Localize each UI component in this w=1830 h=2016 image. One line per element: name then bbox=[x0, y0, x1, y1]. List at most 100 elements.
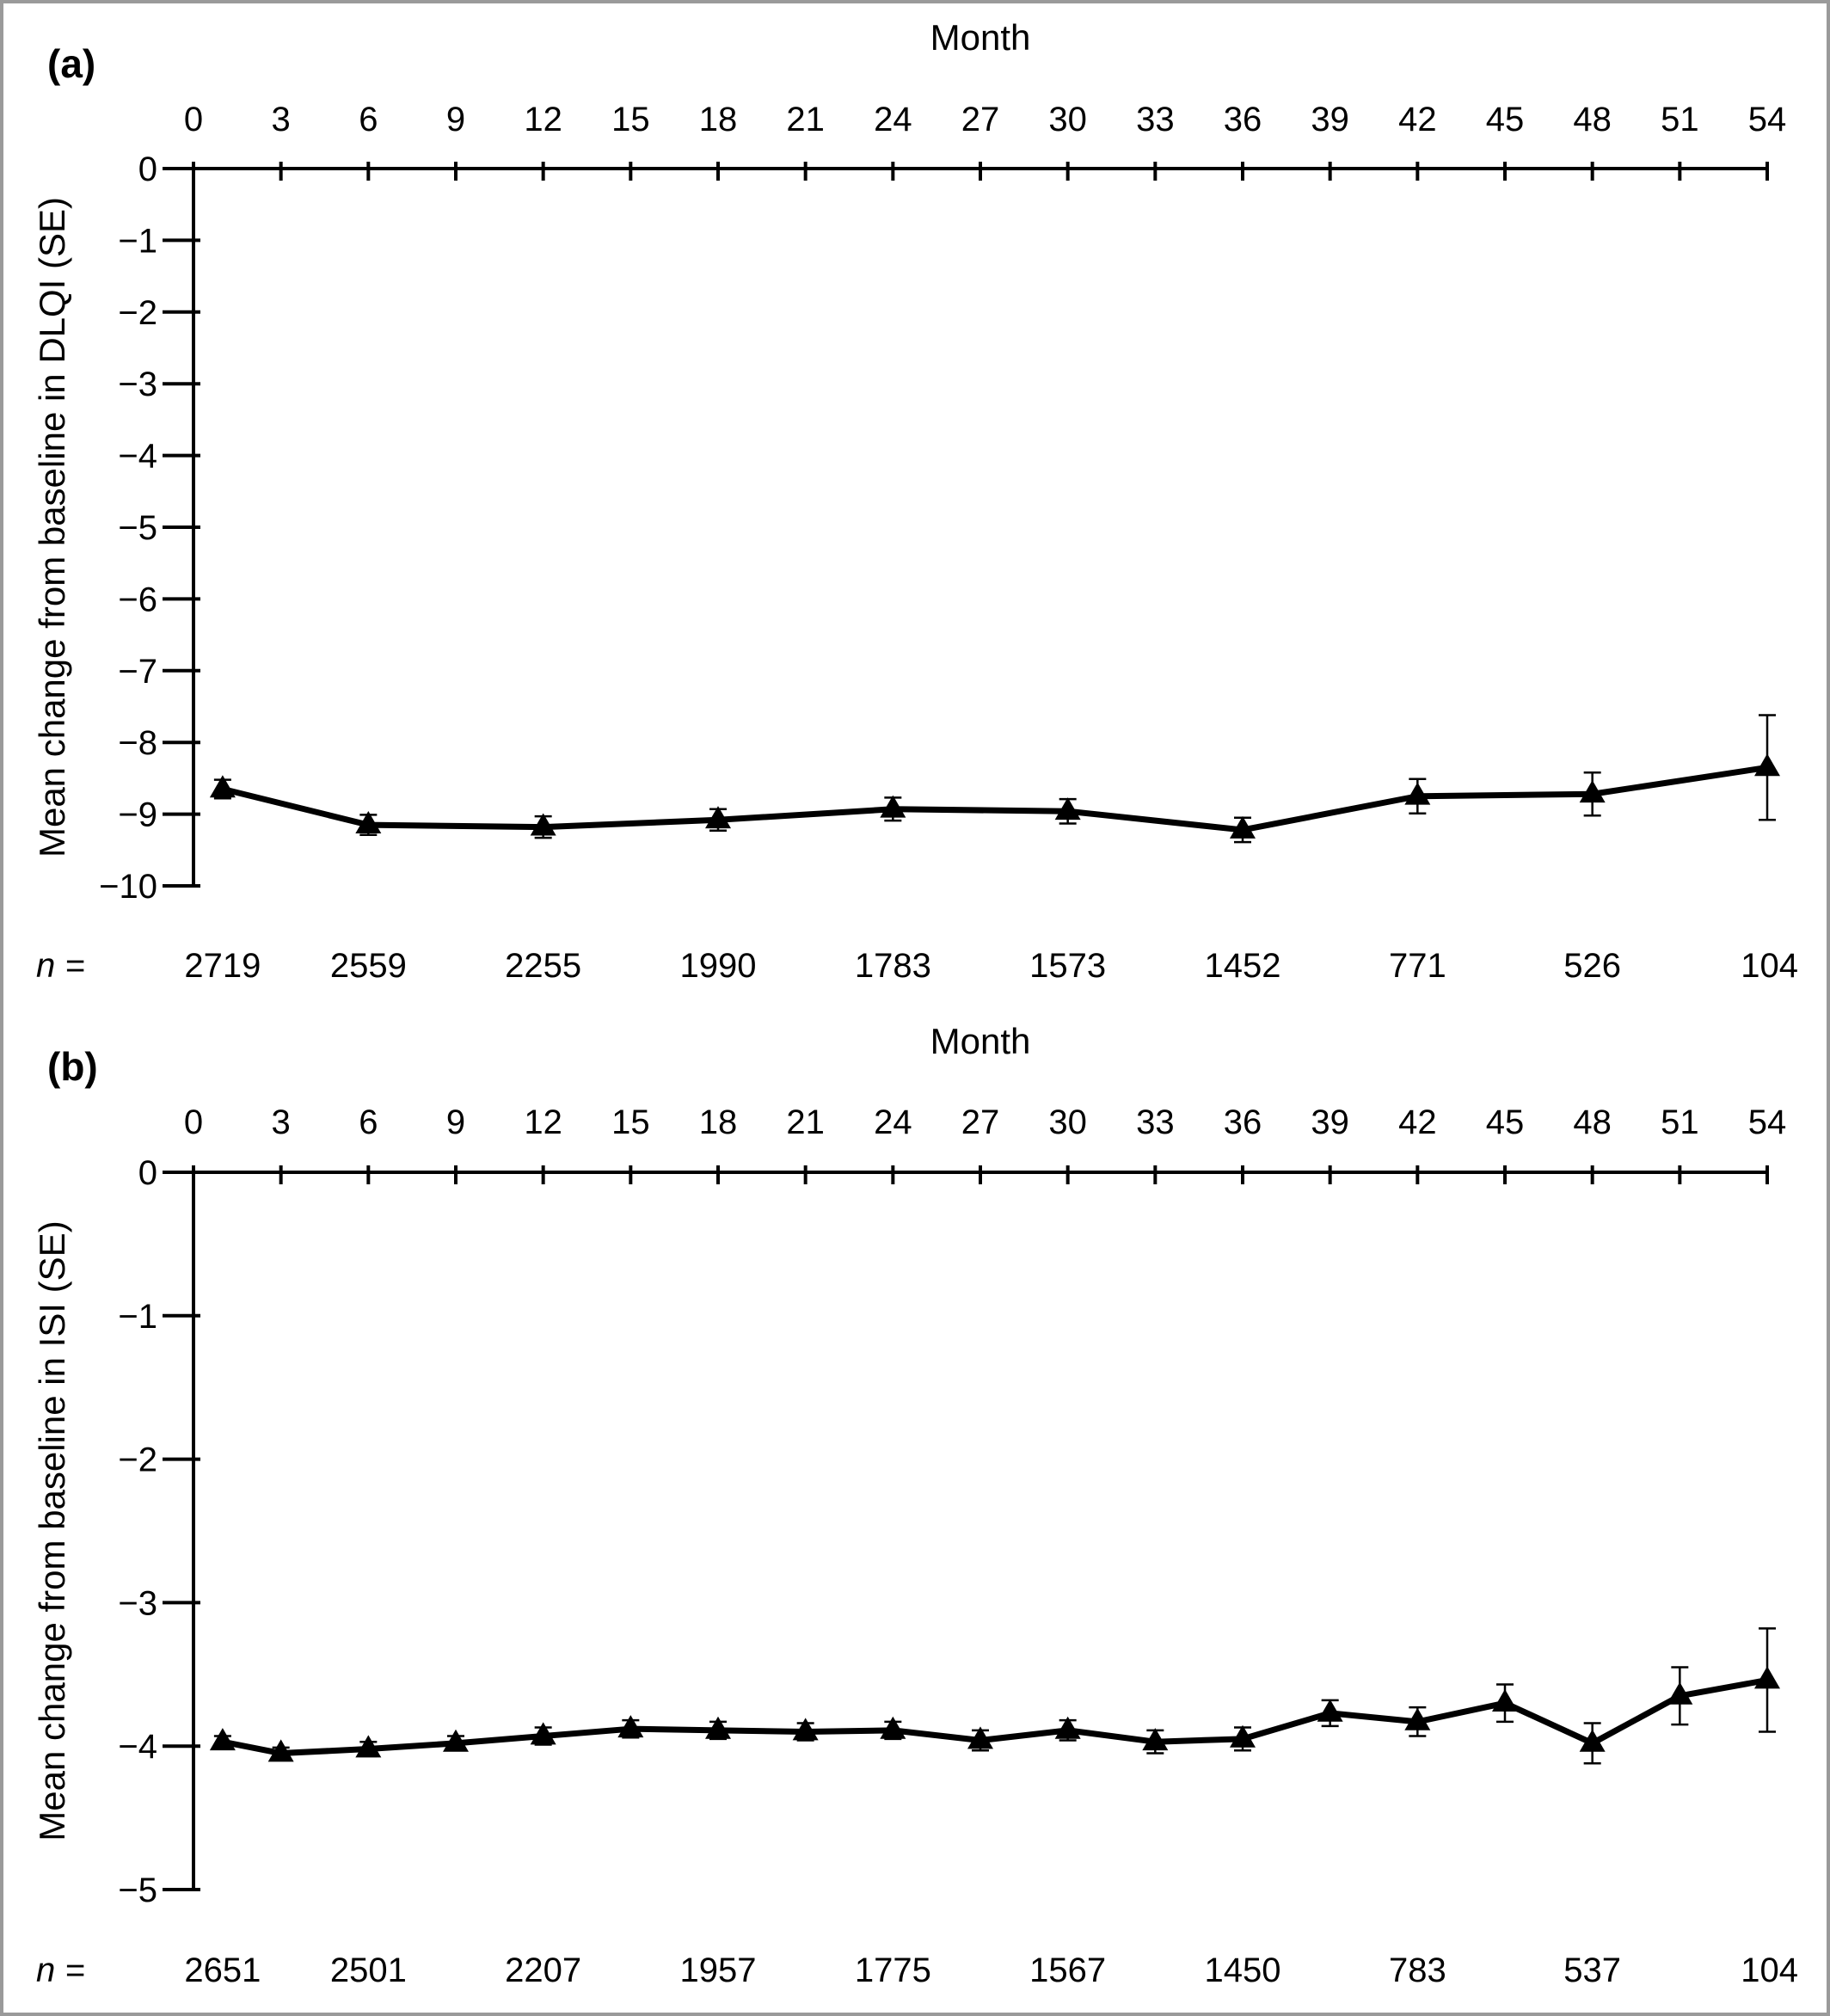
data-point-triangle bbox=[530, 1722, 556, 1745]
y-axis-title: Mean change from baseline in ISI (SE) bbox=[32, 1220, 72, 1841]
data-point-triangle bbox=[209, 775, 236, 798]
data-point-triangle bbox=[1579, 1729, 1606, 1752]
n-at-risk-label: 1990 bbox=[680, 947, 757, 985]
data-point-triangle bbox=[1404, 782, 1431, 805]
panel-label: (a) bbox=[47, 41, 95, 86]
data-point-triangle bbox=[1317, 1699, 1343, 1722]
y-tick-label: −6 bbox=[118, 581, 157, 618]
n-at-risk-label: 2651 bbox=[184, 1951, 261, 1989]
data-point-triangle bbox=[1142, 1728, 1169, 1751]
data-point-triangle bbox=[1492, 1689, 1518, 1712]
x-tick-label: 3 bbox=[272, 101, 291, 138]
x-tick-label: 42 bbox=[1398, 1103, 1437, 1141]
n-at-risk-label: 1957 bbox=[680, 1951, 757, 1989]
x-tick-label: 33 bbox=[1136, 101, 1175, 138]
y-tick-label: −7 bbox=[118, 653, 157, 691]
n-at-risk-label: 1775 bbox=[855, 1951, 931, 1989]
x-tick-label: 6 bbox=[359, 1103, 378, 1141]
data-point-triangle bbox=[209, 1728, 236, 1751]
panel-b: (b) Month Mean change from baseline in ISI… bbox=[32, 1021, 1798, 1989]
x-tick-label: 3 bbox=[272, 1103, 291, 1141]
x-tick-label: 9 bbox=[446, 1103, 465, 1141]
panel-label: (b) bbox=[47, 1044, 98, 1089]
x-tick-label: 21 bbox=[786, 101, 825, 138]
y-tick-label: −2 bbox=[118, 1441, 157, 1479]
n-at-risk-label: 1573 bbox=[1029, 947, 1106, 985]
n-at-risk-label: 783 bbox=[1389, 1951, 1446, 1989]
data-point-triangle bbox=[1230, 815, 1256, 839]
x-tick-label: 30 bbox=[1048, 1103, 1087, 1141]
x-tick-label: 18 bbox=[699, 1103, 738, 1141]
n-at-risk-label: 2255 bbox=[505, 947, 581, 985]
x-tick-label: 54 bbox=[1748, 101, 1787, 138]
n-at-risk-label: 2501 bbox=[330, 1951, 407, 1989]
n-at-risk-label: 537 bbox=[1563, 1951, 1621, 1989]
data-point-triangle bbox=[1054, 1716, 1081, 1739]
x-tick-label: 42 bbox=[1398, 101, 1437, 138]
series-line bbox=[222, 764, 1768, 833]
n-at-risk-label: 1452 bbox=[1205, 947, 1281, 985]
y-tick-label: −1 bbox=[118, 222, 157, 260]
data-point-triangle bbox=[1054, 797, 1081, 821]
n-at-risk-label: 2207 bbox=[505, 1951, 581, 1989]
y-tick-label: −4 bbox=[118, 1728, 157, 1766]
x-axis-title: Month bbox=[930, 17, 1031, 58]
data-point-triangle bbox=[705, 1716, 731, 1739]
y-tick-label: 0 bbox=[138, 151, 157, 188]
x-tick-label: 18 bbox=[699, 101, 738, 138]
data-point-triangle bbox=[1404, 1707, 1431, 1730]
data-point-triangle bbox=[705, 806, 731, 829]
y-tick-label: −10 bbox=[99, 868, 157, 906]
x-tick-label: 6 bbox=[359, 101, 378, 138]
n-at-risk-label: 2559 bbox=[330, 947, 407, 985]
data-point-triangle bbox=[1754, 1666, 1780, 1689]
x-axis-title: Month bbox=[930, 1021, 1031, 1061]
x-tick-label: 15 bbox=[611, 101, 650, 138]
x-tick-label: 24 bbox=[874, 101, 912, 138]
x-tick-label: 24 bbox=[874, 1103, 912, 1141]
n-at-risk-label: 2719 bbox=[184, 947, 261, 985]
x-tick-label: 48 bbox=[1573, 1103, 1612, 1141]
x-tick-label: 54 bbox=[1748, 1103, 1787, 1141]
x-tick-label: 30 bbox=[1048, 101, 1087, 138]
data-point-triangle bbox=[617, 1715, 644, 1738]
x-tick-label: 36 bbox=[1224, 1103, 1262, 1141]
y-tick-label: −4 bbox=[118, 438, 157, 476]
x-tick-label: 27 bbox=[961, 1103, 1000, 1141]
x-tick-label: 12 bbox=[524, 1103, 562, 1141]
y-tick-label: −3 bbox=[118, 1584, 157, 1622]
data-point-triangle bbox=[880, 795, 906, 818]
y-tick-label: −5 bbox=[118, 1872, 157, 1909]
n-at-risk-label: 104 bbox=[1741, 947, 1798, 985]
x-tick-label: 12 bbox=[524, 101, 562, 138]
data-point-triangle bbox=[267, 1739, 294, 1762]
x-tick-label: 45 bbox=[1486, 101, 1525, 138]
x-tick-label: 0 bbox=[184, 101, 203, 138]
y-axis-title: Mean change from baseline in DLQI (SE) bbox=[32, 197, 72, 857]
data-point-triangle bbox=[530, 813, 556, 836]
n-at-risk-label: 526 bbox=[1563, 947, 1621, 985]
x-tick-label: 27 bbox=[961, 101, 1000, 138]
data-point-triangle bbox=[355, 1735, 382, 1758]
x-tick-label: 39 bbox=[1311, 101, 1349, 138]
n-at-risk-label: 1783 bbox=[855, 947, 931, 985]
data-point-triangle bbox=[880, 1716, 906, 1739]
data-point-triangle bbox=[1754, 753, 1780, 777]
y-tick-label: 0 bbox=[138, 1154, 157, 1192]
y-tick-label: −2 bbox=[118, 294, 157, 332]
n-at-risk-label: 1450 bbox=[1205, 1951, 1281, 1989]
panel-a: (a) Month Mean change from baseline in DLQ… bbox=[32, 17, 1798, 985]
data-point-triangle bbox=[967, 1726, 993, 1749]
x-tick-label: 9 bbox=[446, 101, 465, 138]
n-at-risk-label: 771 bbox=[1389, 947, 1446, 985]
n-prefix-label: n = bbox=[36, 947, 85, 985]
y-tick-label: −5 bbox=[118, 509, 157, 547]
y-tick-label: −3 bbox=[118, 366, 157, 403]
x-tick-label: 0 bbox=[184, 1103, 203, 1141]
y-tick-label: −9 bbox=[118, 796, 157, 834]
x-tick-label: 33 bbox=[1136, 1103, 1175, 1141]
n-at-risk-label: 1567 bbox=[1029, 1951, 1106, 1989]
data-point-triangle bbox=[1230, 1724, 1256, 1748]
x-tick-label: 51 bbox=[1661, 1103, 1699, 1141]
